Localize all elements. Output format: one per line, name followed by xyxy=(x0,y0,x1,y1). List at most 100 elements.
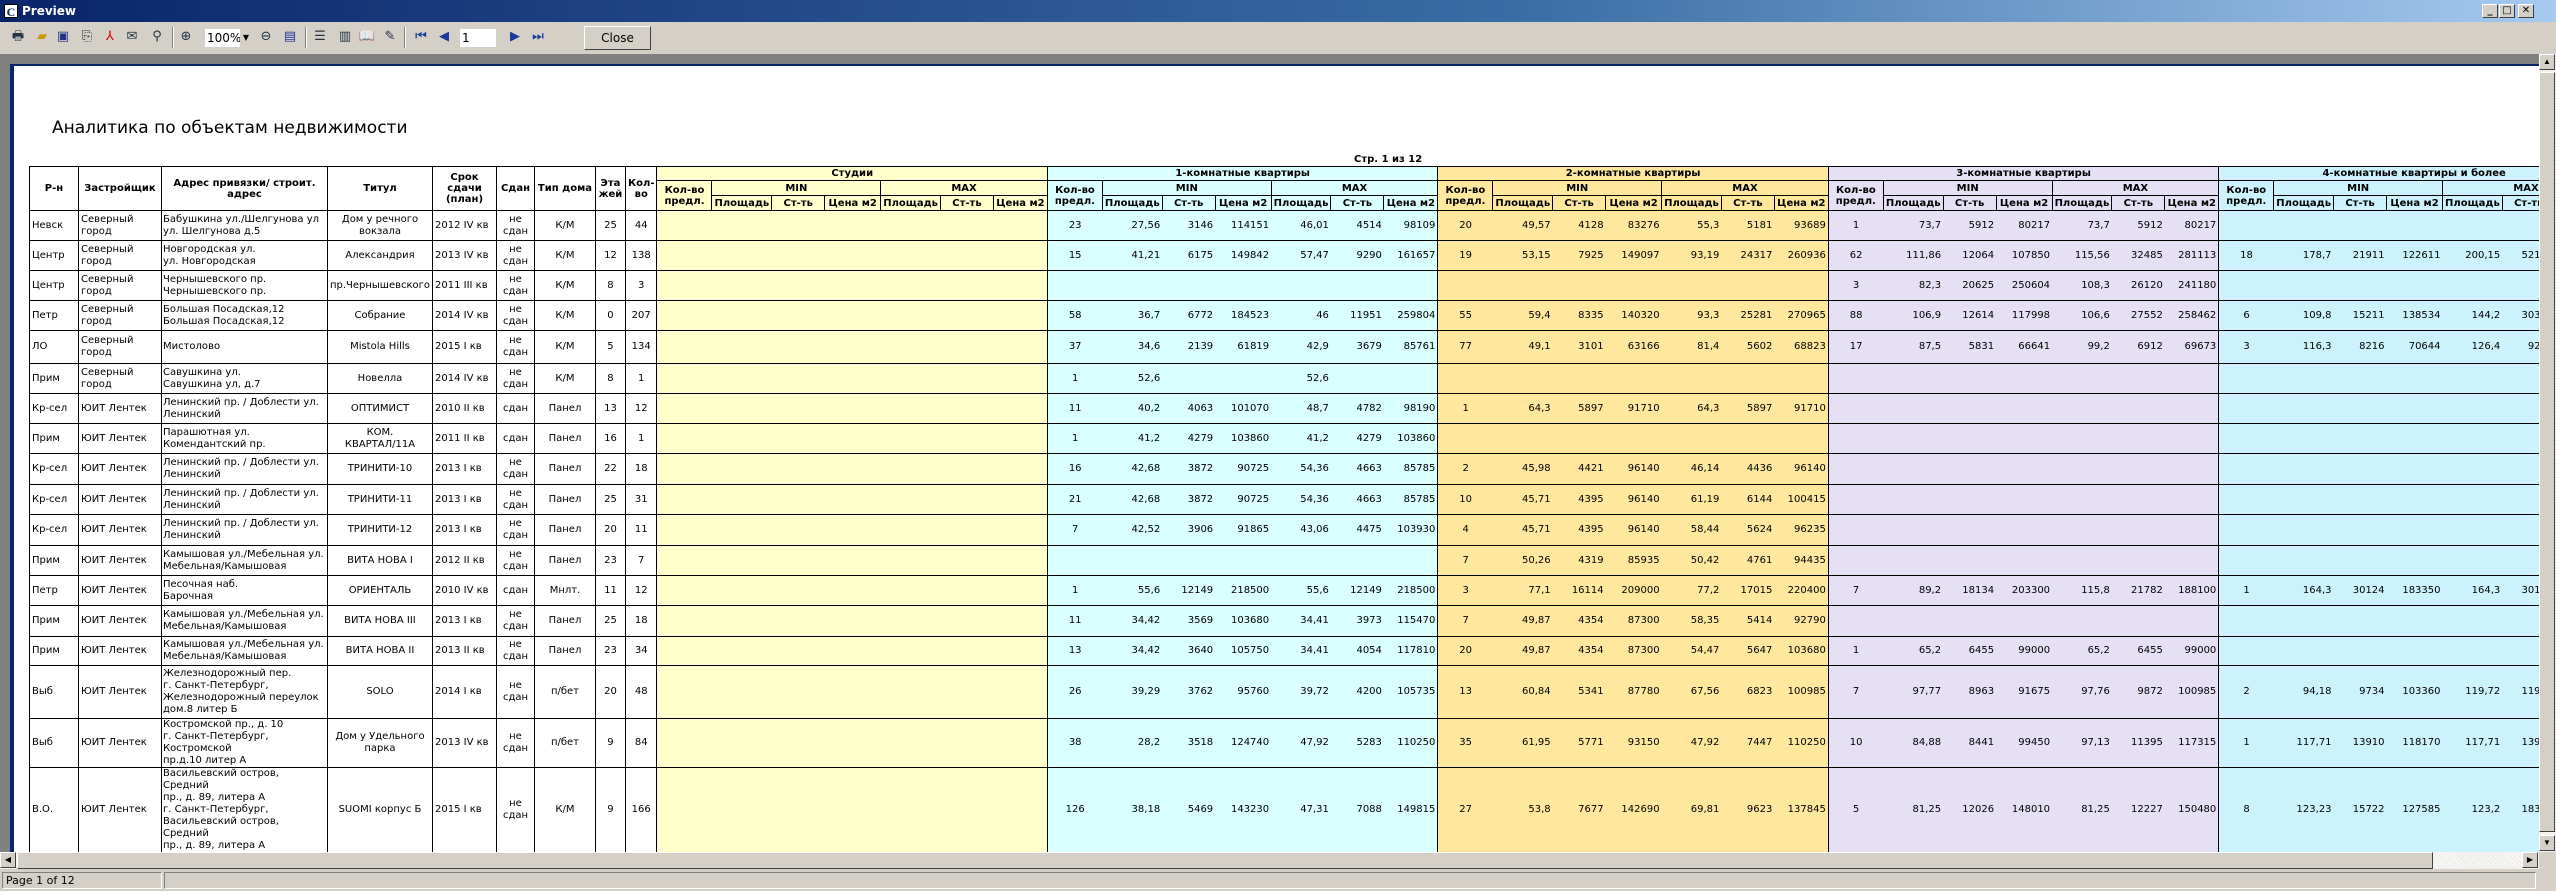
cell-value: 97,77 xyxy=(1883,665,1944,719)
status-bar: Page 1 of 12 xyxy=(0,870,2556,891)
cell-value: 4782 xyxy=(1330,393,1384,424)
maximize-button[interactable]: □ xyxy=(2499,4,2515,18)
save-icon[interactable]: ▣ xyxy=(56,29,70,44)
cell-value xyxy=(1996,605,2053,637)
cell-floors: 5 xyxy=(594,330,626,364)
cell-value: 32485 xyxy=(2111,240,2165,271)
next-page-icon[interactable]: ▶ xyxy=(510,29,520,44)
cell-address: Чернышевского пр. Чернышевского пр. xyxy=(160,270,328,301)
cell-value: 81,25 xyxy=(1883,767,1944,852)
cell-value xyxy=(824,300,881,331)
vertical-scroll-thumb[interactable] xyxy=(2539,72,2555,832)
page-width-icon[interactable]: ▤ xyxy=(283,29,297,44)
horizontal-scroll-thumb[interactable] xyxy=(17,852,2433,869)
zoom-out-icon[interactable]: ⊖ xyxy=(260,29,272,44)
close-window-button[interactable]: ✕ xyxy=(2518,4,2534,18)
cell-value: 12149 xyxy=(1162,575,1216,606)
cell-count: 12 xyxy=(624,575,658,606)
chevron-down-icon[interactable]: ▼ xyxy=(240,29,252,47)
subcolumn-header: Ст-ть xyxy=(1161,195,1216,211)
cell-value: 106,9 xyxy=(1883,300,1944,331)
print-icon[interactable]: 🖶 xyxy=(11,29,25,44)
cell-value xyxy=(880,636,941,666)
cell-value xyxy=(993,300,1048,331)
cell-value xyxy=(1330,270,1384,301)
cell-value xyxy=(771,665,825,719)
cell-deadline: 2010 II кв xyxy=(432,393,497,424)
scroll-down-icon[interactable]: ▼ xyxy=(2539,835,2555,851)
cell-value xyxy=(1774,363,1829,394)
cell-value: 47,92 xyxy=(1271,718,1331,768)
cell-value xyxy=(2052,423,2112,454)
vertical-scrollbar[interactable]: ▲ ▼ xyxy=(2539,54,2556,852)
report-table: Р-н Застройщик Адрес привязки/ строит. адр… xyxy=(29,166,2539,852)
count-offers-header: Кол-во предл. xyxy=(1046,180,1103,211)
cell-value: 218500 xyxy=(1215,575,1272,606)
cell-value xyxy=(940,767,994,852)
multi-page-icon[interactable]: ▥ xyxy=(338,29,352,44)
cell-value: 1 xyxy=(2218,718,2274,768)
cell-value: 12026 xyxy=(1943,767,1997,852)
open-icon[interactable]: ▰ xyxy=(37,29,47,44)
first-page-icon[interactable]: ⏮ xyxy=(415,29,427,44)
single-page-icon[interactable]: ☰ xyxy=(314,29,326,44)
cell-value xyxy=(656,514,712,546)
cell-value xyxy=(2111,514,2165,546)
cell-value xyxy=(2502,393,2539,424)
close-button[interactable]: Close xyxy=(584,26,651,50)
cell-value xyxy=(880,393,941,424)
cell-value: 62 xyxy=(1827,240,1884,271)
cell-floors: 25 xyxy=(594,210,626,241)
cell-value: 99000 xyxy=(1996,636,2053,666)
cell-deadline: 2013 I кв xyxy=(432,484,497,515)
zoom-select[interactable]: 100% ▼ xyxy=(205,29,252,47)
cell-value: 96140 xyxy=(1605,514,1662,546)
cell-value: 200,15 xyxy=(2442,240,2503,271)
cell-value xyxy=(2442,210,2503,241)
minimize-button[interactable]: _ xyxy=(2482,4,2498,18)
cell-value: 5 xyxy=(1827,767,1884,852)
zoom-in-icon[interactable]: ⊕ xyxy=(180,29,192,44)
page-number-input[interactable] xyxy=(460,29,496,47)
horizontal-scrollbar[interactable]: ◀ ▶ xyxy=(0,852,2539,869)
pdf-icon[interactable]: ⅄ xyxy=(106,29,114,44)
scroll-left-icon[interactable]: ◀ xyxy=(0,852,16,868)
cell-value xyxy=(2111,484,2165,515)
cell-value xyxy=(1437,270,1493,301)
cell-value: 38,18 xyxy=(1102,767,1163,852)
cell-address: Бабушкина ул./Шелгунова ул ул. Шелгунова… xyxy=(160,210,328,241)
cell-value xyxy=(711,330,772,364)
cell-value: 115470 xyxy=(1383,605,1438,637)
cell-value: 7677 xyxy=(1552,767,1606,852)
book-icon[interactable]: 📖 xyxy=(358,29,376,44)
edit-icon[interactable]: ✎ xyxy=(384,29,396,44)
scroll-right-icon[interactable]: ▶ xyxy=(2522,852,2538,868)
cell-value: 39,72 xyxy=(1271,665,1331,719)
cell-value xyxy=(2502,423,2539,454)
cell-value: 3906 xyxy=(1162,514,1216,546)
cell-value: 115,56 xyxy=(2052,240,2112,271)
cell-value xyxy=(2218,636,2274,666)
cell-developer: ЮИТ Лентек xyxy=(77,393,162,424)
prev-page-icon[interactable]: ◀ xyxy=(439,29,449,44)
cell-value: 77,2 xyxy=(1661,575,1722,606)
column-header-title: Титул xyxy=(326,166,434,211)
cell-value: 143230 xyxy=(1215,767,1272,852)
scroll-up-icon[interactable]: ▲ xyxy=(2539,54,2555,70)
attach-email-icon[interactable]: ✉ xyxy=(126,29,138,44)
cell-handed: сдан xyxy=(496,575,535,606)
cell-value xyxy=(940,363,994,394)
cell-address: Костромской пр., д. 10 г. Санкт-Петербур… xyxy=(160,718,328,768)
find-icon[interactable]: ⚲ xyxy=(152,29,162,44)
cell-house-type: Панел xyxy=(533,605,596,637)
preview-viewport: Аналитика по объектам недвижимости Стр. … xyxy=(0,54,2539,852)
export-icon[interactable]: ⎘ xyxy=(81,29,93,44)
last-page-icon[interactable]: ⏭ xyxy=(532,29,544,44)
cell-value xyxy=(2164,363,2219,394)
cell-value: 6144 xyxy=(1721,484,1775,515)
cell-value: 115,8 xyxy=(2052,575,2112,606)
cell-value xyxy=(1102,270,1163,301)
cell-floors: 22 xyxy=(594,453,626,485)
cell-value xyxy=(2111,393,2165,424)
cell-value xyxy=(656,453,712,485)
